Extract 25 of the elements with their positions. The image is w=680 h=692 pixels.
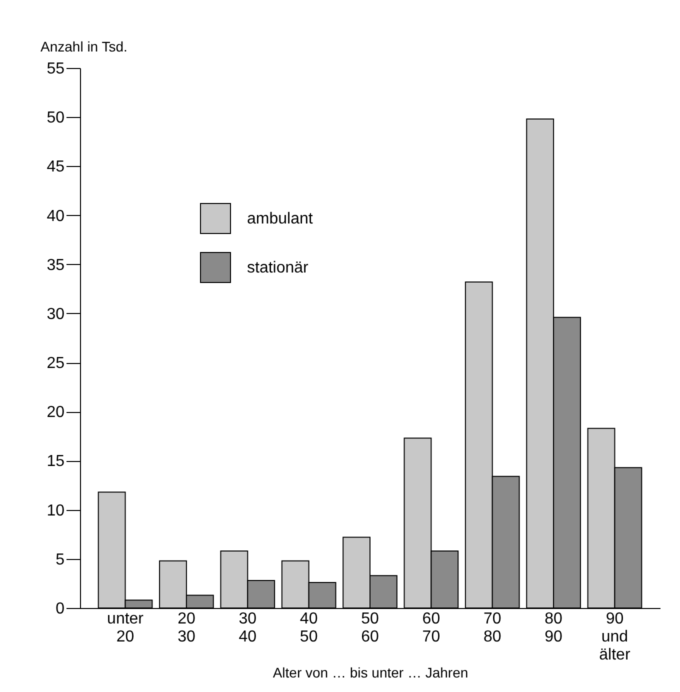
y-tick-label: 10 bbox=[46, 502, 65, 520]
y-axis-title: Anzahl in Tsd. bbox=[40, 38, 128, 54]
legend-label: stationär bbox=[247, 260, 310, 276]
x-tick-label: 80 90 bbox=[544, 610, 563, 646]
y-tick-label: 0 bbox=[56, 600, 65, 618]
legend-label: ambulant bbox=[247, 210, 314, 228]
y-tick-label: 50 bbox=[46, 110, 65, 127]
x-tick-label: 30 40 bbox=[238, 610, 257, 646]
x-tick-label: 50 60 bbox=[361, 610, 379, 646]
y-tick-label: 15 bbox=[46, 453, 65, 470]
x-tick-label: 20 30 bbox=[178, 610, 196, 646]
x-tick-label: 90 und älter bbox=[599, 610, 631, 664]
x-tick-label: 70 80 bbox=[483, 610, 502, 646]
x-tick-label: 60 70 bbox=[422, 610, 440, 646]
x-axis-title: Alter von … bis unter … Jahren bbox=[272, 664, 468, 680]
y-tick-label: 25 bbox=[46, 355, 65, 372]
y-tick-label: 55 bbox=[46, 60, 65, 78]
x-tick-label: unter 20 bbox=[107, 610, 144, 646]
y-tick-label: 30 bbox=[46, 306, 65, 323]
y-tick-label: 35 bbox=[46, 256, 65, 274]
y-tick-label: 5 bbox=[56, 551, 65, 568]
y-tick-label: 45 bbox=[46, 158, 65, 176]
y-tick-label: 40 bbox=[46, 208, 65, 225]
y-tick-label: 20 bbox=[46, 404, 65, 422]
x-tick-label: 40 50 bbox=[300, 610, 318, 646]
